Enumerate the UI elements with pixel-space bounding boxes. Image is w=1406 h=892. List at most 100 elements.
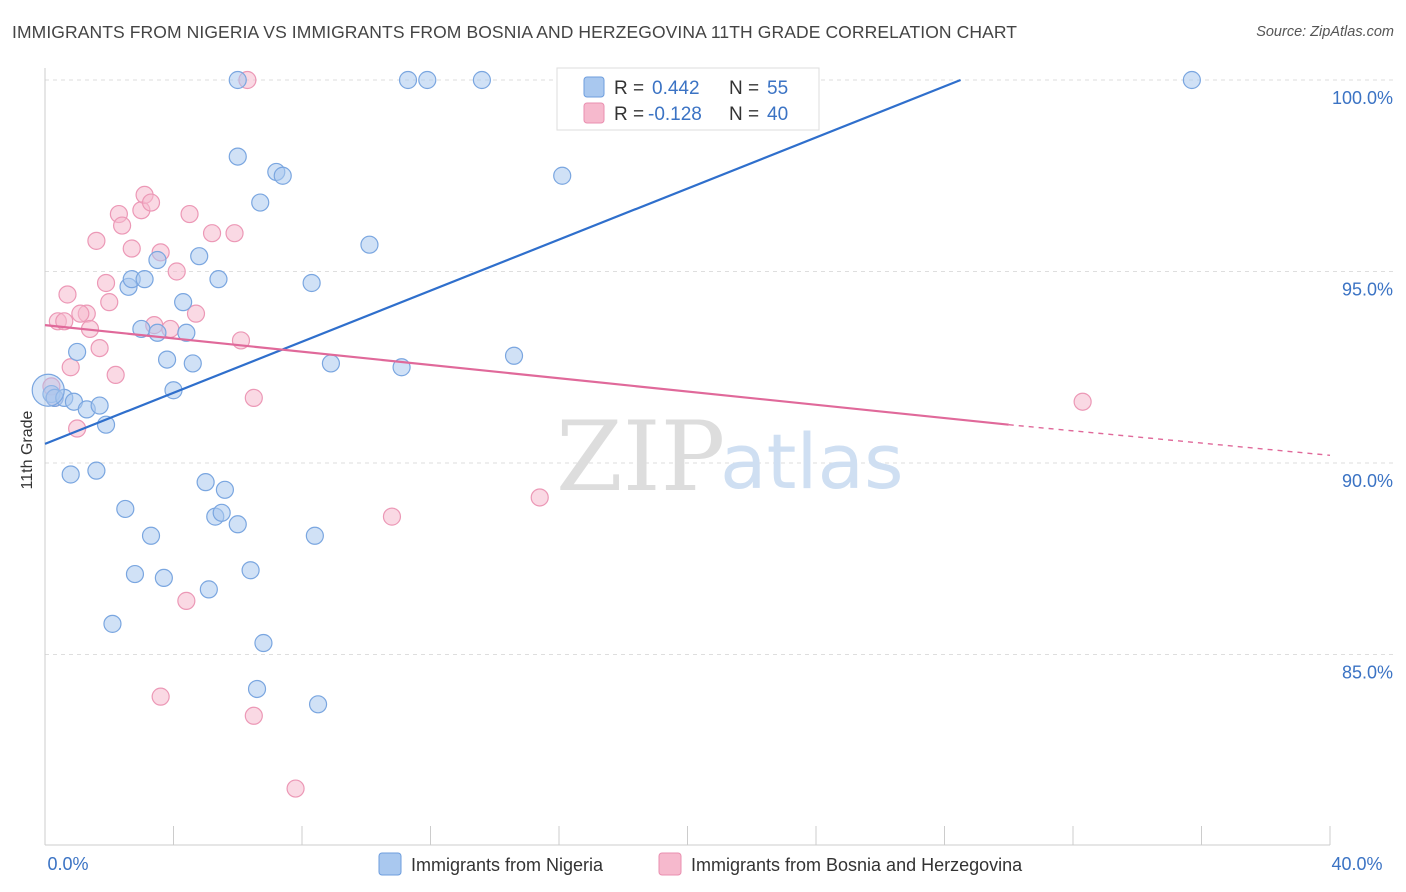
trend-lines bbox=[44, 78, 1331, 457]
point-nigeria-30 bbox=[215, 480, 234, 499]
trend-line-bosnia bbox=[44, 324, 1009, 426]
point-nigeria-27 bbox=[196, 473, 215, 492]
point-nigeria-48 bbox=[418, 70, 437, 90]
point-nigeria-50 bbox=[228, 70, 247, 90]
legend-label-bosnia: Immigrants from Bosnia and Herzegovina bbox=[691, 855, 1023, 875]
point-bosnia-23 bbox=[167, 262, 186, 281]
point-bosnia-3 bbox=[55, 312, 74, 331]
watermark-zip: ZIP bbox=[556, 401, 725, 513]
legend-label-nigeria: Immigrants from Nigeria bbox=[411, 855, 604, 875]
point-nigeria-3 bbox=[68, 342, 87, 362]
point-bosnia-15 bbox=[112, 216, 132, 235]
point-nigeria-42 bbox=[305, 526, 324, 545]
point-nigeria-16 bbox=[125, 564, 145, 584]
point-bosnia-30 bbox=[151, 687, 170, 706]
point-nigeria-40 bbox=[273, 166, 292, 185]
point-bosnia-35 bbox=[530, 488, 549, 507]
point-nigeria-32 bbox=[209, 270, 228, 289]
stats-r-label-nigeria: R = bbox=[614, 78, 644, 99]
point-nigeria-22 bbox=[174, 293, 193, 312]
point-nigeria-24 bbox=[183, 354, 202, 373]
point-nigeria-19 bbox=[154, 568, 173, 588]
point-bosnia-19 bbox=[141, 193, 161, 212]
legend: Immigrants from Nigeria Immigrants from … bbox=[378, 852, 1023, 876]
point-bosnia-24 bbox=[180, 204, 199, 224]
x-tick-label-max: 40.0% bbox=[1331, 854, 1382, 874]
y-tick-label-3: 100.0% bbox=[1332, 88, 1393, 108]
point-nigeria-31 bbox=[199, 580, 218, 599]
point-bosnia-25 bbox=[186, 304, 206, 323]
point-nigeria-35 bbox=[247, 679, 267, 699]
legend-swatch-nigeria bbox=[378, 852, 402, 876]
trend-line-extension-bosnia bbox=[1008, 424, 1331, 457]
y-tick-label-0: 85.0% bbox=[1342, 663, 1393, 683]
point-nigeria-18 bbox=[141, 526, 161, 545]
axes bbox=[44, 68, 1331, 846]
point-nigeria-54 bbox=[1182, 70, 1201, 90]
point-nigeria-8 bbox=[61, 465, 80, 484]
stats-r-label-bosnia: R = bbox=[614, 104, 644, 125]
stats-n-value-nigeria: 55 bbox=[767, 78, 788, 99]
point-nigeria-6 bbox=[90, 396, 109, 415]
point-nigeria-29 bbox=[212, 503, 231, 522]
point-nigeria-17 bbox=[103, 614, 122, 633]
stats-n-label-nigeria: N = bbox=[729, 78, 759, 99]
point-nigeria-23 bbox=[177, 323, 196, 342]
source-credit: Source: ZipAtlas.com bbox=[1256, 24, 1394, 40]
x-tick-label-min: 0.0% bbox=[47, 854, 88, 874]
point-bosnia-26 bbox=[202, 224, 222, 243]
point-bosnia-33 bbox=[286, 779, 305, 798]
y-axis-label: 11th Grade bbox=[19, 410, 36, 489]
point-nigeria-52 bbox=[553, 166, 572, 185]
point-nigeria-large bbox=[31, 373, 65, 407]
point-bosnia-32 bbox=[244, 706, 263, 725]
point-bosnia-27 bbox=[225, 224, 244, 243]
point-nigeria-34 bbox=[241, 561, 260, 580]
y-tick-label-1: 90.0% bbox=[1342, 471, 1393, 491]
trend-line-nigeria bbox=[44, 78, 961, 445]
point-bosnia-38 bbox=[1073, 392, 1092, 411]
point-nigeria-33 bbox=[228, 515, 247, 534]
point-nigeria-51 bbox=[504, 346, 524, 365]
stats-r-value-nigeria: 0.442 bbox=[652, 78, 700, 99]
point-nigeria-47 bbox=[398, 70, 418, 90]
point-nigeria-37 bbox=[228, 147, 247, 166]
point-nigeria-36 bbox=[254, 633, 273, 653]
point-nigeria-9 bbox=[87, 461, 106, 480]
point-bosnia-10 bbox=[90, 339, 109, 358]
point-bosnia-9 bbox=[87, 231, 106, 250]
stats-swatch-nigeria bbox=[583, 76, 605, 98]
y-tick-label-2: 95.0% bbox=[1342, 280, 1393, 300]
point-nigeria-45 bbox=[360, 235, 379, 254]
point-bosnia-4 bbox=[58, 285, 77, 304]
point-nigeria-26 bbox=[148, 250, 167, 270]
point-bosnia-13 bbox=[106, 365, 125, 385]
stats-swatch-bosnia bbox=[583, 102, 605, 124]
legend-swatch-bosnia bbox=[658, 852, 682, 876]
point-bosnia-12 bbox=[100, 293, 119, 312]
point-bosnia-5 bbox=[61, 358, 80, 377]
point-nigeria-12 bbox=[135, 270, 154, 289]
chart-title: IMMIGRANTS FROM NIGERIA VS IMMIGRANTS FR… bbox=[12, 22, 1018, 42]
point-nigeria-20 bbox=[157, 350, 177, 369]
point-nigeria-44 bbox=[321, 354, 341, 373]
data-points bbox=[31, 70, 1201, 798]
point-nigeria-14 bbox=[148, 323, 167, 342]
point-bosnia-16 bbox=[122, 239, 141, 258]
stats-n-value-bosnia: 40 bbox=[767, 104, 788, 125]
stats-n-label-bosnia: N = bbox=[729, 104, 759, 125]
point-nigeria-41 bbox=[302, 273, 321, 293]
point-bosnia-34 bbox=[382, 507, 402, 526]
y-tick-labels: 85.0% 90.0% 95.0% 100.0% bbox=[1332, 88, 1393, 683]
watermark: ZIP atlas bbox=[556, 401, 904, 513]
point-nigeria-43 bbox=[308, 695, 328, 714]
point-nigeria-25 bbox=[190, 247, 209, 266]
stats-box: R = 0.442 N = 55 R = -0.128 N = 40 bbox=[556, 67, 820, 131]
stats-r-value-bosnia: -0.128 bbox=[648, 104, 702, 125]
point-bosnia-29 bbox=[244, 388, 263, 407]
point-bosnia-31 bbox=[177, 591, 196, 610]
point-bosnia-39 bbox=[71, 304, 90, 323]
watermark-atlas: atlas bbox=[720, 417, 904, 506]
point-nigeria-38 bbox=[251, 193, 270, 212]
